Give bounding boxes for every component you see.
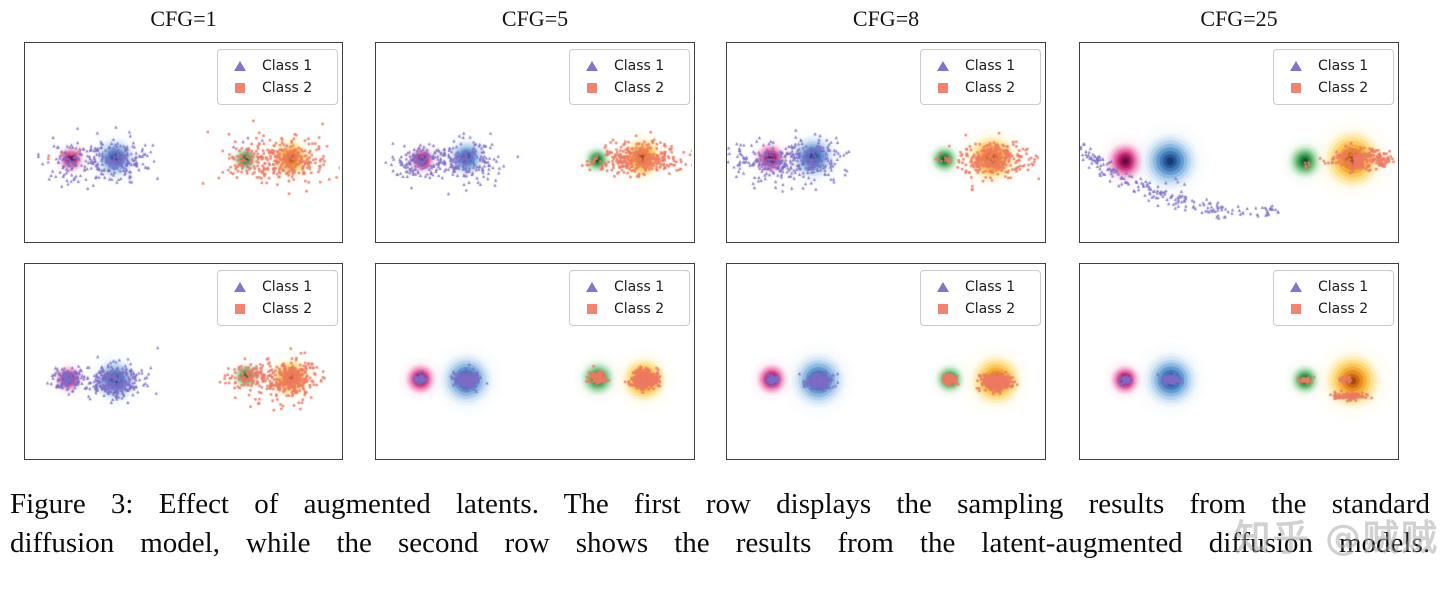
legend-label: Class 1 (965, 58, 1016, 74)
triangle-marker-icon (1290, 61, 1302, 71)
legend-label: Class 2 (614, 80, 665, 96)
scatter-panel-r2c4: Class 1 Class 2 (1079, 263, 1399, 460)
legend-item-class2: Class 2 (921, 298, 1040, 320)
legend: Class 1 Class 2 (569, 49, 690, 105)
caption-line-1: Figure 3: Effect of augmented latents. T… (10, 488, 1430, 520)
triangle-marker-icon (586, 282, 598, 292)
legend: Class 1 Class 2 (217, 270, 338, 326)
caption-line-2: diffusion model, while the second row sh… (10, 527, 1430, 559)
legend-item-class1: Class 1 (218, 276, 337, 298)
scatter-panel-r2c2: Class 1 Class 2 (375, 263, 695, 460)
column-title-cfg1: CFG=1 (150, 6, 217, 31)
legend-label: Class 2 (614, 301, 665, 317)
square-marker-icon (235, 304, 245, 314)
triangle-marker-icon (234, 61, 246, 71)
legend-label: Class 1 (614, 58, 665, 74)
scatter-panel-r1c3: Class 1 Class 2 (726, 42, 1046, 243)
legend: Class 1 Class 2 (920, 270, 1041, 326)
scatter-panel-r2c3: Class 1 Class 2 (726, 263, 1046, 460)
figure-caption: Figure 3: Effect of augmented latents. T… (10, 485, 1430, 563)
legend-item-class2: Class 2 (570, 298, 689, 320)
legend-item-class2: Class 2 (570, 77, 689, 99)
legend-item-class2: Class 2 (218, 77, 337, 99)
square-marker-icon (1291, 83, 1301, 93)
scatter-panel-r1c4: Class 1 Class 2 (1079, 42, 1399, 243)
legend: Class 1 Class 2 (1273, 49, 1394, 105)
legend-label: Class 1 (614, 279, 665, 295)
legend: Class 1 Class 2 (217, 49, 338, 105)
scatter-panel-r1c2: Class 1 Class 2 (375, 42, 695, 243)
column-title-cfg5: CFG=5 (501, 6, 569, 31)
scatter-panel-r1c1: Class 1 Class 2 (24, 42, 343, 243)
legend-item-class1: Class 1 (1274, 276, 1393, 298)
legend-item-class2: Class 2 (921, 77, 1040, 99)
legend-label: Class 1 (262, 279, 313, 295)
square-marker-icon (235, 83, 245, 93)
triangle-marker-icon (234, 282, 246, 292)
legend-label: Class 2 (965, 80, 1016, 96)
legend-label: Class 2 (965, 301, 1016, 317)
square-marker-icon (938, 83, 948, 93)
triangle-marker-icon (937, 61, 949, 71)
legend-label: Class 2 (1318, 80, 1369, 96)
legend-label: Class 1 (262, 58, 313, 74)
scatter-panel-r2c1: Class 1 Class 2 (24, 263, 343, 460)
legend-item-class2: Class 2 (218, 298, 337, 320)
legend-label: Class 1 (965, 279, 1016, 295)
triangle-marker-icon (1290, 282, 1302, 292)
legend-item-class1: Class 1 (1274, 55, 1393, 77)
legend: Class 1 Class 2 (920, 49, 1041, 105)
square-marker-icon (587, 304, 597, 314)
legend: Class 1 Class 2 (569, 270, 690, 326)
legend-item-class1: Class 1 (921, 276, 1040, 298)
legend-label: Class 1 (1318, 58, 1369, 74)
square-marker-icon (1291, 304, 1301, 314)
legend-item-class1: Class 1 (921, 55, 1040, 77)
square-marker-icon (587, 83, 597, 93)
legend-label: Class 2 (1318, 301, 1369, 317)
legend-item-class2: Class 2 (1274, 298, 1393, 320)
square-marker-icon (938, 304, 948, 314)
column-title-cfg25: CFG=25 (1200, 6, 1278, 31)
legend-label: Class 2 (262, 301, 313, 317)
triangle-marker-icon (937, 282, 949, 292)
legend-item-class2: Class 2 (1274, 77, 1393, 99)
legend-item-class1: Class 1 (570, 55, 689, 77)
legend-label: Class 2 (262, 80, 313, 96)
column-title-cfg8: CFG=8 (852, 6, 920, 31)
legend-item-class1: Class 1 (218, 55, 337, 77)
legend-item-class1: Class 1 (570, 276, 689, 298)
legend: Class 1 Class 2 (1273, 270, 1394, 326)
triangle-marker-icon (586, 61, 598, 71)
legend-label: Class 1 (1318, 279, 1369, 295)
